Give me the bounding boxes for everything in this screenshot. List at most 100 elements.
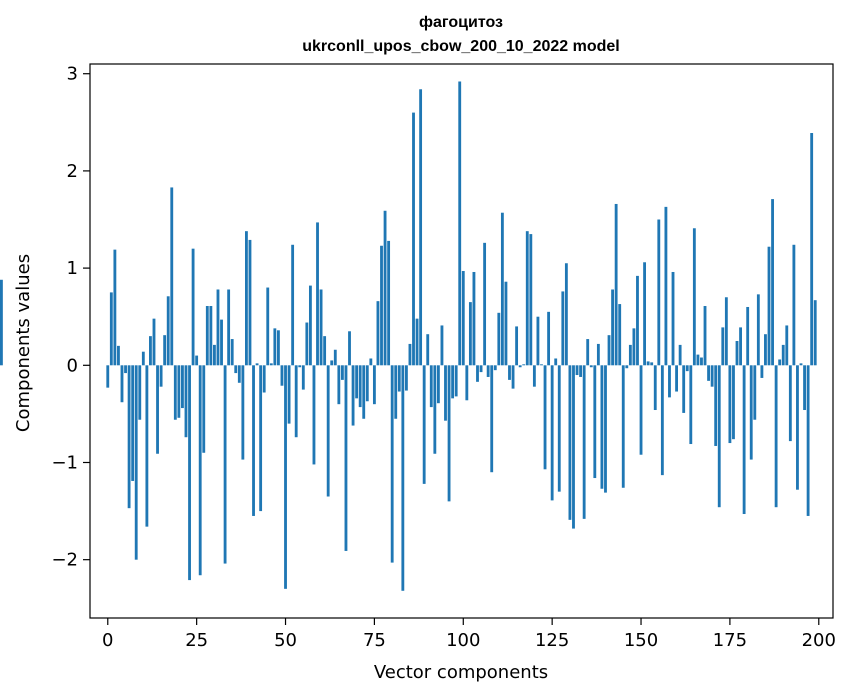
x-tick-label: 125 (535, 630, 569, 651)
bar (280, 365, 284, 386)
bar (685, 365, 689, 372)
bar (604, 365, 607, 493)
bar (476, 365, 479, 382)
bar (330, 360, 334, 366)
chart-title-line-2: ukrconll_upos_cbow_200_10_2022 model (302, 38, 619, 55)
bar (792, 244, 796, 366)
bar (252, 365, 255, 516)
bar (117, 345, 120, 366)
bar (525, 231, 529, 366)
x-tick-label: 75 (363, 630, 386, 651)
y-axis-label: Components values (13, 254, 34, 432)
bar (127, 365, 131, 509)
bar (223, 365, 227, 564)
bar (269, 363, 273, 366)
bar (355, 365, 359, 399)
bar (547, 311, 551, 366)
bar (756, 294, 760, 366)
bar (319, 289, 323, 366)
bar (735, 341, 739, 366)
bar (746, 306, 750, 366)
bar (234, 365, 238, 374)
bar (500, 212, 504, 366)
bar (753, 365, 757, 420)
bar (575, 365, 579, 376)
bar (728, 365, 732, 444)
bar (273, 328, 277, 366)
bar (799, 363, 803, 366)
bar (312, 365, 316, 465)
bar (483, 242, 487, 366)
bar (461, 271, 465, 366)
bar (333, 349, 337, 366)
bar (149, 336, 152, 366)
bar (401, 365, 405, 591)
bar (803, 365, 806, 411)
bar (646, 361, 650, 366)
bar (440, 325, 444, 366)
bar (170, 187, 174, 366)
bar (415, 318, 419, 366)
bar (696, 354, 700, 366)
bar (554, 358, 558, 366)
y-tick-label: −1 (51, 452, 78, 473)
bar (714, 365, 718, 446)
bar (298, 365, 302, 368)
bar (337, 365, 341, 405)
bar (472, 271, 476, 366)
bar (408, 343, 412, 366)
bar (426, 334, 430, 366)
y-tick-label: 0 (67, 355, 78, 376)
bar (774, 365, 778, 508)
bar (220, 319, 223, 366)
bar (739, 327, 742, 366)
bar (422, 365, 426, 484)
bar (380, 245, 383, 366)
bar (639, 365, 643, 455)
x-tick-label: 0 (102, 630, 113, 651)
bar (106, 365, 110, 388)
bar (237, 365, 241, 383)
bar (810, 133, 814, 366)
x-tick-label: 175 (713, 630, 747, 651)
bar (444, 365, 447, 421)
bar (771, 199, 774, 366)
bar (120, 365, 124, 403)
plot-frame (89, 63, 834, 619)
bar (390, 365, 394, 563)
bar (518, 365, 522, 368)
bar (451, 365, 455, 399)
bar (621, 365, 625, 488)
bar (323, 336, 327, 366)
bar (572, 365, 575, 529)
bar (301, 365, 305, 390)
bar (152, 318, 156, 366)
bar (305, 322, 309, 366)
bar (358, 365, 362, 408)
bar (721, 327, 725, 366)
bar (433, 365, 437, 454)
bar (404, 365, 408, 391)
bar (454, 365, 458, 397)
bar (511, 365, 515, 389)
bar (131, 365, 135, 481)
bar (557, 365, 561, 492)
bar (732, 365, 735, 440)
bar (134, 365, 138, 560)
bar (689, 365, 693, 445)
bar (806, 365, 810, 516)
bar (387, 240, 391, 366)
bar (650, 362, 654, 366)
bar (213, 344, 216, 366)
bar (141, 351, 145, 366)
bar (632, 328, 636, 366)
bar (362, 365, 366, 419)
bar (788, 365, 792, 442)
bar (700, 357, 703, 366)
bar (664, 206, 668, 366)
bar (291, 244, 295, 366)
bar (191, 248, 195, 366)
y-tick-label: 1 (67, 258, 78, 279)
bar (703, 306, 707, 366)
bar (479, 365, 483, 373)
